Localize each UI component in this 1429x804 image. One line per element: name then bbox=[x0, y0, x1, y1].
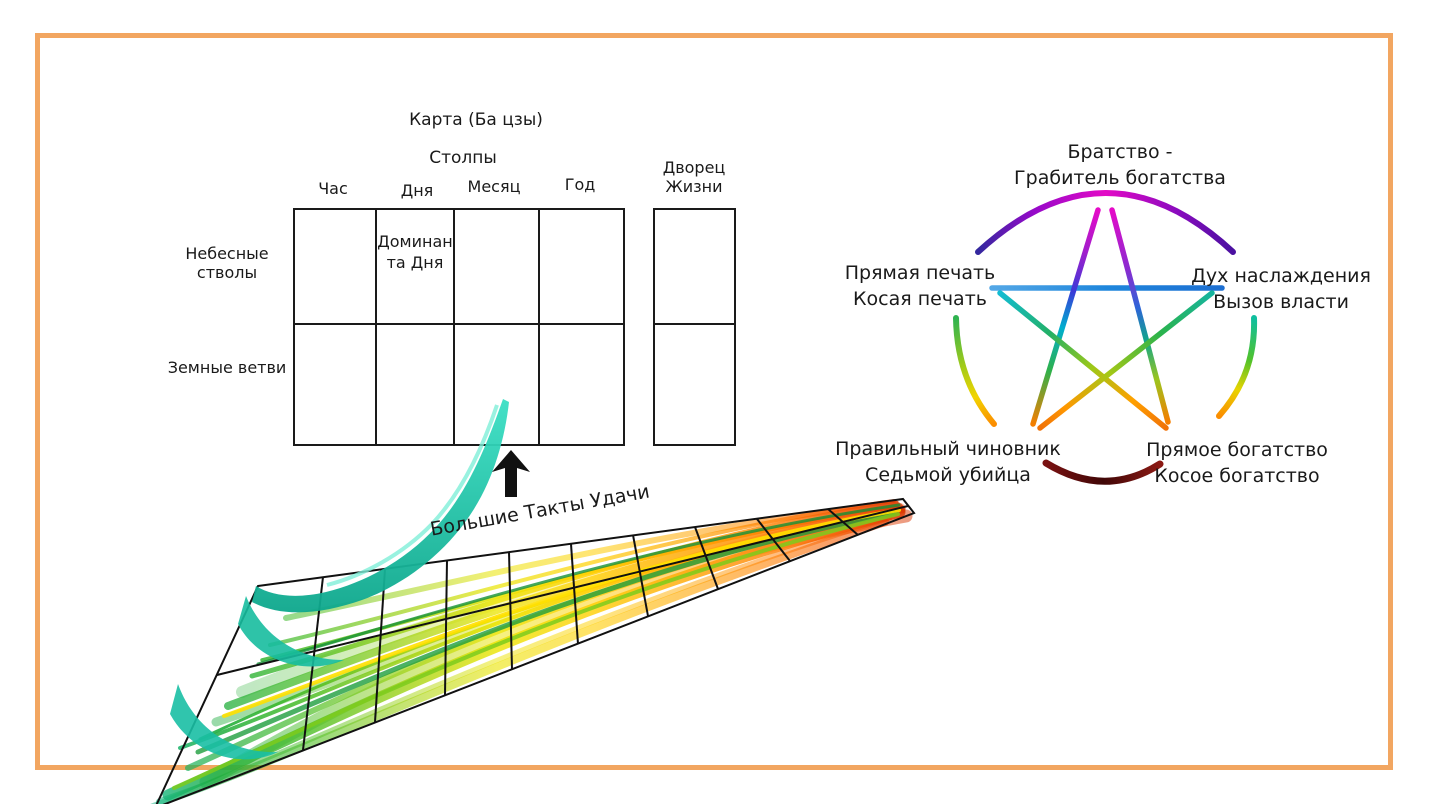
life-palace-table bbox=[653, 208, 736, 446]
column-header-hour: Час bbox=[318, 179, 348, 198]
table-column-divider bbox=[375, 210, 377, 444]
table-row-divider bbox=[655, 323, 734, 325]
star-label-right: Дух наслаждения Вызов власти bbox=[1191, 263, 1371, 315]
table-column-divider bbox=[538, 210, 540, 444]
star-label-left-line1: Прямая печать bbox=[844, 262, 996, 284]
star-label-top-line2: Грабитель богатства bbox=[1014, 167, 1226, 189]
star-label-right-line1: Дух наслаждения bbox=[1191, 265, 1371, 287]
row-header-heavenly-stems: Небесные стволы bbox=[185, 244, 269, 282]
column-header-year: Год bbox=[564, 175, 596, 194]
star-label-left: Прямая печать Косая печать bbox=[845, 260, 995, 312]
chart-title: Карта (Ба цзы) bbox=[409, 110, 543, 130]
star-label-bottom-right-line2: Косое богатство bbox=[1154, 465, 1320, 487]
star-label-bottom-left: Правильный чиновник Седьмой убийца bbox=[835, 436, 1061, 488]
row-header-earthly-branches: Земные ветви bbox=[167, 358, 287, 377]
star-label-right-line2: Вызов власти bbox=[1213, 291, 1349, 313]
star-label-bottom-left-line1: Правильный чиновник bbox=[835, 438, 1061, 460]
star-label-bottom-right-line1: Прямое богатство bbox=[1146, 439, 1328, 461]
bazi-pillars-table bbox=[293, 208, 625, 446]
star-label-bottom-right: Прямое богатство Косое богатство bbox=[1146, 437, 1328, 489]
column-header-day: Дня bbox=[400, 181, 434, 200]
star-label-top-line1: Братство - bbox=[1067, 141, 1173, 163]
table-column-divider bbox=[453, 210, 455, 444]
column-header-month: Месяц bbox=[467, 177, 521, 196]
star-label-left-line2: Косая печать bbox=[853, 288, 987, 310]
star-label-bottom-left-line2: Седьмой убийца bbox=[865, 464, 1031, 486]
life-palace-header: Дворец Жизни bbox=[662, 158, 726, 196]
day-master-cell-text: Доминанта Дня bbox=[377, 232, 453, 272]
star-label-top: Братство - Грабитель богатства bbox=[1014, 139, 1226, 191]
table-row-divider bbox=[295, 323, 623, 325]
pillars-header: Столпы bbox=[429, 148, 497, 168]
